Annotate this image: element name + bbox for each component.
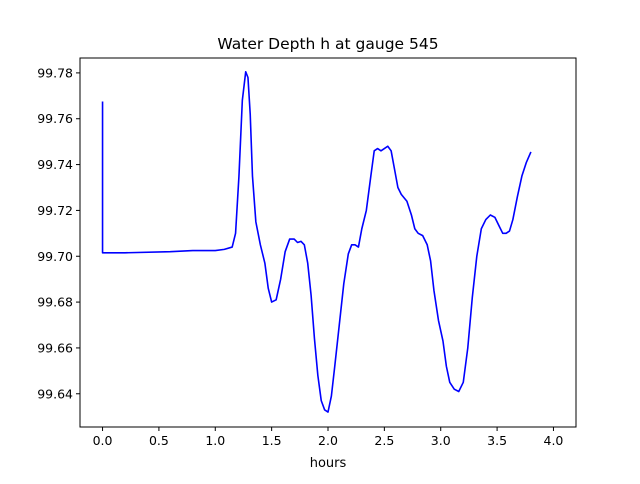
x-axis-label: hours: [310, 456, 347, 471]
y-tick-label: 99.72: [37, 203, 73, 218]
x-tick-label: 3.0: [431, 433, 451, 448]
x-tick-label: 1.5: [262, 433, 282, 448]
x-tick-label: 2.0: [318, 433, 338, 448]
y-tick-label: 99.68: [37, 295, 73, 310]
y-tick-label: 99.76: [37, 111, 73, 126]
y-tick-label: 99.78: [37, 65, 73, 80]
y-tick-label: 99.70: [37, 249, 73, 264]
x-tick-label: 3.5: [487, 433, 507, 448]
chart-title: Water Depth h at gauge 545: [217, 35, 438, 53]
y-tick-label: 99.66: [37, 340, 73, 355]
x-tick-label: 1.0: [205, 433, 225, 448]
x-tick-label: 0.0: [93, 433, 113, 448]
y-tick-label: 99.74: [37, 157, 73, 172]
series-line-0: [101, 70, 532, 413]
x-tick-label: 0.5: [149, 433, 169, 448]
y-tick-label: 99.64: [37, 386, 73, 401]
x-tick-label: 2.5: [374, 433, 394, 448]
x-tick-label: 4.0: [544, 433, 564, 448]
plot-area: 0.0 0.5 1.0 1.5 2.0 2.5 3.0 3.5 4.0 99.64 99.66 99.…: [37, 57, 577, 448]
